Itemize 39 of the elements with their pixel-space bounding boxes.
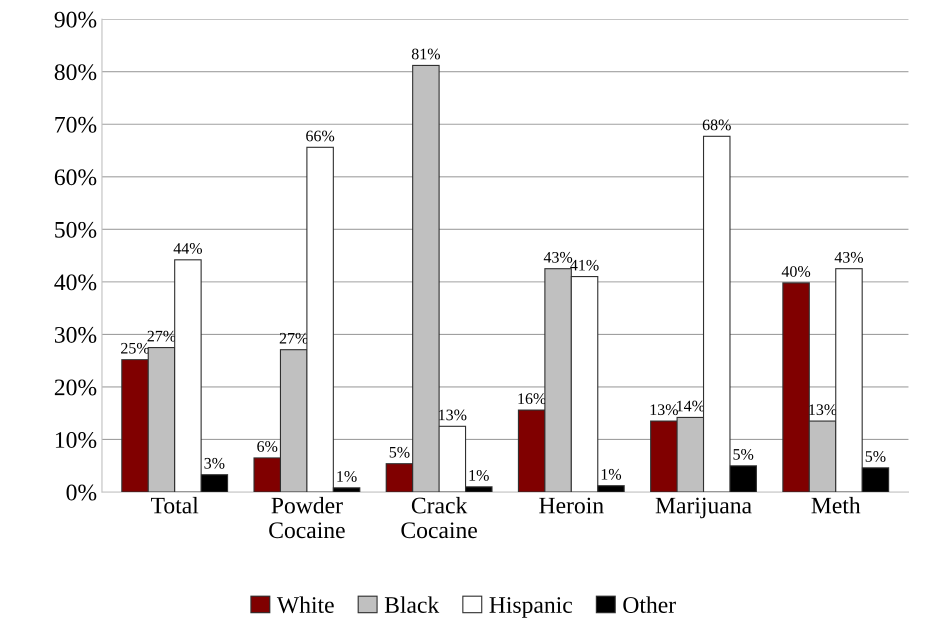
data-label: 1% [602, 468, 622, 480]
data-label: 16% [518, 393, 546, 404]
data-label: 68% [702, 120, 731, 130]
y-tick-label: 60% [54, 169, 96, 186]
y-tick-label: 80% [54, 64, 96, 80]
data-label: 13% [650, 404, 678, 416]
data-label: 1% [470, 470, 489, 481]
data-label: 1% [337, 471, 357, 482]
x-tick-label: Total [151, 496, 198, 514]
data-label: 43% [544, 252, 572, 263]
y-tick-label: 90% [54, 12, 96, 28]
x-tick-label: Crack Cocaine [401, 496, 477, 538]
data-label: 25% [121, 342, 150, 354]
y-tick-label: 0% [66, 484, 96, 501]
y-tick-label: 40% [54, 274, 96, 290]
data-label: 40% [782, 266, 810, 277]
data-label: 66% [306, 130, 334, 142]
x-tick-label: Powder Cocaine [269, 496, 345, 538]
data-label: 5% [733, 448, 754, 460]
legend-label: Other [623, 596, 676, 613]
data-label: 44% [174, 243, 202, 254]
x-tick-label: Meth [812, 496, 860, 514]
x-tick-label: Heroin [539, 498, 604, 514]
y-tick-label: 30% [54, 326, 96, 343]
data-label: 5% [390, 446, 410, 458]
data-label: 6% [257, 441, 278, 452]
data-label: 81% [412, 48, 440, 60]
data-label: 3% [204, 458, 224, 469]
data-label: 41% [570, 260, 599, 271]
y-tick-label: 10% [56, 432, 96, 448]
legend-label: White [276, 596, 334, 614]
x-tick-label: Marijuana [656, 498, 752, 518]
legend-label: Hispanic [489, 597, 572, 618]
y-tick-label: 70% [55, 116, 96, 133]
legend-label: Black [384, 596, 440, 613]
y-tick-label: 20% [54, 379, 96, 396]
y-tick-label: 50% [55, 222, 96, 238]
data-label: 5% [866, 451, 886, 462]
data-label: 43% [834, 252, 864, 263]
